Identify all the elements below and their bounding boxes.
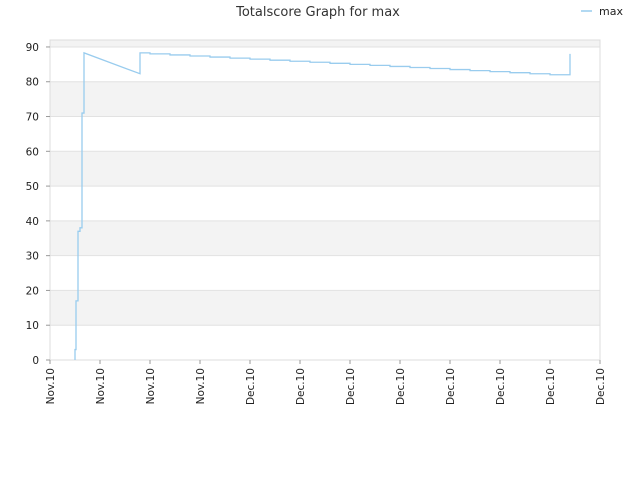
chart-title: Totalscore Graph for max	[235, 5, 400, 20]
band	[50, 81, 600, 117]
x-tick-label: Dec.10	[495, 368, 507, 405]
band	[50, 220, 600, 256]
series-layer	[74, 51, 571, 360]
y-tick-label: 70	[26, 112, 39, 124]
band	[50, 40, 600, 47]
y-tick-label: 0	[32, 355, 39, 367]
x-tick-label: Nov.10	[145, 368, 157, 404]
x-tick-label: Dec.10	[595, 368, 607, 405]
plot-frame	[49, 39, 601, 361]
x-tick-label: Dec.10	[445, 368, 457, 405]
y-tick-label: 10	[26, 320, 39, 332]
legend: max	[581, 5, 623, 18]
band	[50, 151, 600, 187]
x-tick-label: Dec.10	[245, 368, 257, 405]
x-tick-label: Dec.10	[395, 368, 407, 405]
y-tick-label: 60	[26, 146, 39, 158]
y-tick-label: 40	[26, 216, 39, 228]
x-tick-label: Dec.10	[545, 368, 557, 405]
legend-label: max	[599, 5, 623, 18]
series-line-max	[74, 51, 571, 360]
y-tick-label: 50	[26, 181, 39, 193]
x-tick-label: Nov.10	[195, 368, 207, 404]
x-axis: Nov.10 Nov.10 Nov.10 Nov.10 Dec.10 Dec.10 Dec.…	[45, 360, 607, 405]
x-tick-label: Nov.10	[95, 368, 107, 404]
background-bands	[50, 40, 600, 326]
y-tick-label: 30	[26, 251, 39, 263]
y-tick-label: 80	[26, 77, 39, 89]
y-axis: 0 10 20 30 40 50 60 70 80 90	[26, 42, 50, 367]
gridlines	[50, 46, 600, 326]
x-tick-label: Nov.10	[45, 368, 57, 404]
y-tick-label: 20	[26, 285, 39, 297]
band	[50, 290, 600, 326]
x-tick-label: Dec.10	[345, 368, 357, 405]
y-tick-label: 90	[26, 42, 39, 54]
x-tick-label: Dec.10	[295, 368, 307, 405]
